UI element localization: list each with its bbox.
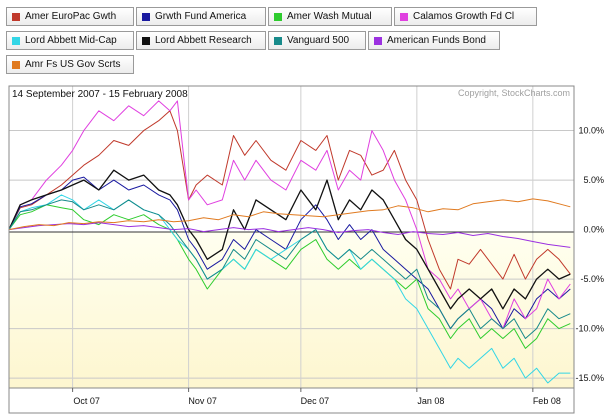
legend-item-lord-abbett-research[interactable]: Lord Abbett Research bbox=[136, 31, 266, 50]
legend-item-grwth-fund-america[interactable]: Grwth Fund America bbox=[136, 7, 266, 26]
series-line-grwth-fund-america bbox=[8, 176, 571, 330]
legend-label: Vanguard 500 bbox=[287, 35, 350, 46]
legend-swatch bbox=[142, 36, 150, 45]
legend-item-calamos-growth[interactable]: Calamos Growth Fd Cl bbox=[394, 7, 537, 26]
legend-label: Calamos Growth Fd Cl bbox=[413, 11, 515, 22]
x-tick-label: Oct 07 bbox=[73, 396, 100, 406]
legend-swatch bbox=[274, 36, 282, 45]
x-tick-label: Dec 07 bbox=[301, 396, 330, 406]
legend-label: Amer Wash Mutual bbox=[287, 11, 372, 22]
copyright-label: Copyright, StockCharts.com bbox=[458, 88, 570, 98]
legend-item-amer-europac[interactable]: Amer EuroPac Gwth bbox=[6, 7, 134, 26]
series-lines bbox=[8, 100, 571, 384]
legend-label: Amr Fs US Gov Scrts bbox=[25, 59, 121, 70]
y-axis-ticks: 10.0% 5.0% 0.0% -5.0% -10.0% -15.0% bbox=[575, 126, 604, 384]
legend-swatch bbox=[12, 60, 20, 69]
legend-swatch bbox=[142, 12, 150, 21]
series-line-vanguard-500 bbox=[8, 199, 571, 339]
legend-item-vanguard-500[interactable]: Vanguard 500 bbox=[268, 31, 366, 50]
legend-label: Grwth Fund America bbox=[155, 11, 247, 22]
date-range-label: 14 September 2007 - 15 February 2008 bbox=[12, 89, 188, 100]
x-axis-band bbox=[8, 387, 575, 414]
legend-item-american-funds-bond[interactable]: American Funds Bond bbox=[368, 31, 500, 50]
legend-item-lord-abbett-midcap[interactable]: Lord Abbett Mid-Cap bbox=[6, 31, 134, 50]
x-tick-label: Nov 07 bbox=[188, 396, 217, 406]
legend-label: American Funds Bond bbox=[387, 35, 486, 46]
y-tick-label: -5.0% bbox=[580, 274, 604, 284]
legend-item-amer-wash-mutual[interactable]: Amer Wash Mutual bbox=[268, 7, 392, 26]
x-axis-ticks: Oct 07 Nov 07 Dec 07 Jan 08 Feb 08 bbox=[72, 388, 561, 406]
y-tick-label: 10.0% bbox=[578, 126, 604, 136]
legend-swatch bbox=[374, 36, 382, 45]
legend-swatch bbox=[12, 12, 20, 21]
series-line-amer-wash-mutual bbox=[8, 204, 571, 349]
legend-swatch bbox=[274, 12, 282, 21]
series-line-amr-fs-us-gov-scrts bbox=[8, 198, 571, 231]
series-line-lord-abbett-research bbox=[8, 169, 571, 310]
legend-label: Lord Abbett Mid-Cap bbox=[25, 35, 117, 46]
series-line-american-funds-bond bbox=[8, 222, 571, 248]
series-line-amer-europac-gwth bbox=[8, 110, 571, 290]
grid-lines bbox=[9, 86, 574, 388]
legend-swatch bbox=[400, 12, 408, 21]
legend-swatch bbox=[12, 36, 20, 45]
legend-item-amr-fs-us-gov[interactable]: Amr Fs US Gov Scrts bbox=[6, 55, 134, 74]
series-line-calamos-growth-fd-cl bbox=[8, 100, 571, 330]
legend-label: Lord Abbett Research bbox=[155, 35, 252, 46]
y-tick-label: -10.0% bbox=[575, 324, 604, 334]
y-tick-label: -15.0% bbox=[575, 373, 604, 383]
legend: Amer EuroPac Gwth Grwth Fund America Ame… bbox=[6, 7, 610, 77]
legend-label: Amer EuroPac Gwth bbox=[25, 11, 117, 22]
y-tick-label: 5.0% bbox=[583, 175, 604, 185]
x-tick-label: Feb 08 bbox=[533, 396, 561, 406]
plot-background-negative bbox=[9, 232, 574, 388]
y-tick-label: 0.0% bbox=[583, 225, 604, 235]
x-tick-label: Jan 08 bbox=[417, 396, 444, 406]
